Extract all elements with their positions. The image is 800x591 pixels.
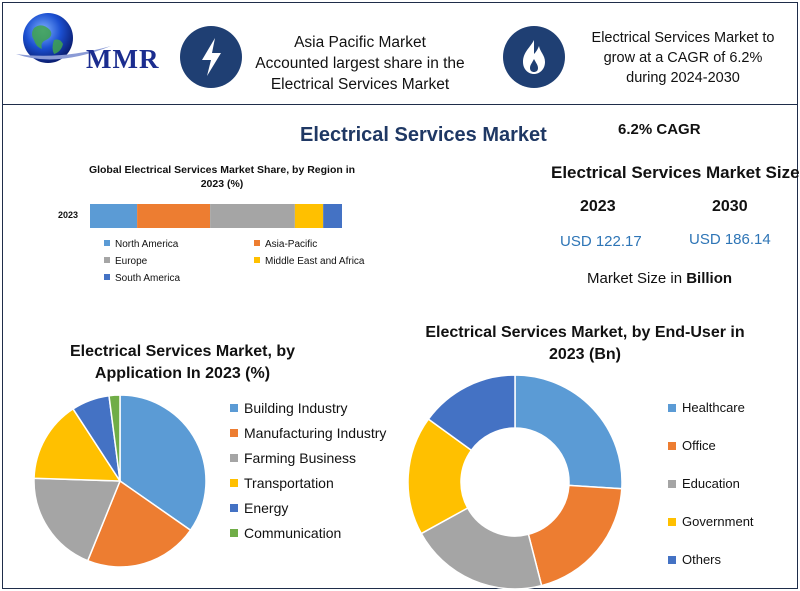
legend-swatch: [230, 454, 238, 463]
bar-segment-asia-pacific: [137, 204, 211, 228]
bar-segment-north-america: [90, 204, 138, 228]
slice-office: [527, 484, 623, 587]
highlight-cagr: Electrical Services Market to grow at a …: [573, 28, 793, 88]
mmr-logo: MMR: [12, 10, 162, 74]
slice-farming-business: [33, 477, 122, 562]
highlight-line: Asia Pacific Market: [294, 34, 426, 51]
unit-prefix: Market Size in: [587, 270, 687, 287]
year-start: 2023: [580, 198, 616, 215]
legend-swatch: [668, 441, 676, 450]
legend-item-others: Others: [668, 552, 721, 567]
legend-swatch: [104, 257, 110, 264]
bar-segment-middle-east-and-africa: [294, 204, 324, 228]
market-size-unit: Market Size in Billion: [587, 270, 732, 287]
legend-item-healthcare: Healthcare: [668, 400, 745, 415]
slice-healthcare: [514, 374, 623, 490]
bar-chart-title: Global Electrical Services Market Share,…: [88, 164, 356, 190]
legend-swatch: [668, 517, 676, 526]
highlight-line: Electrical Services Market to: [591, 30, 775, 46]
legend-item-energy: Energy: [230, 500, 288, 516]
donut-chart-title: Electrical Services Market, by End-User …: [425, 324, 745, 363]
slice-government: [407, 418, 473, 535]
header-divider: [2, 104, 798, 105]
value-end: USD 186.14: [689, 231, 771, 248]
legend-item-farming-business: Farming Business: [230, 450, 356, 466]
legend-item-middle-east-and-africa: Middle East and Africa: [254, 256, 365, 267]
legend-item-asia-pacific: Asia-Pacific: [254, 239, 317, 250]
legend-swatch: [230, 529, 238, 538]
pie-chart-title: Electrical Services Market, by Applicati…: [69, 343, 296, 382]
slice-transportation: [33, 407, 122, 482]
legend-label: Office: [682, 438, 716, 453]
highlight-line: during 2024-2030: [626, 70, 740, 86]
highlight-asia-pacific: Asia Pacific Market Accounted largest sh…: [245, 32, 475, 95]
legend-swatch: [668, 479, 676, 488]
legend-label: Energy: [244, 500, 289, 516]
legend-label: Building Industry: [244, 400, 348, 416]
year-end: 2030: [712, 198, 748, 215]
slice-communication: [108, 394, 121, 482]
legend-swatch: [230, 479, 238, 488]
main-title: Electrical Services Market: [300, 124, 547, 146]
legend-label: Asia-Pacific: [265, 239, 318, 250]
legend-label: South America: [115, 273, 181, 284]
legend-item-government: Government: [668, 514, 754, 529]
end-user-donut-chart: [407, 374, 623, 590]
legend-label: Middle East and Africa: [265, 256, 365, 267]
logo-text: MMR: [86, 44, 160, 74]
legend-swatch: [104, 240, 110, 247]
application-pie-chart: [33, 394, 207, 568]
legend-swatch: [254, 257, 260, 264]
legend-swatch: [254, 240, 260, 247]
legend-label: Government: [682, 514, 754, 529]
legend-item-communication: Communication: [230, 525, 341, 541]
legend-label: Manufacturing Industry: [244, 425, 387, 441]
slice-manufacturing-industry: [86, 479, 192, 568]
legend-label: Farming Business: [244, 450, 357, 466]
market-size-title: Electrical Services Market Size: [551, 163, 800, 182]
legend-item-south-america: South America: [104, 273, 180, 284]
legend-label: Transportation: [244, 475, 334, 491]
value-start: USD 122.17: [560, 233, 642, 250]
legend-item-building-industry: Building Industry: [230, 400, 348, 416]
legend-label: Others: [682, 552, 722, 567]
stacked-bar-chart: [90, 204, 342, 228]
bar-segment-south-america: [323, 204, 342, 228]
bar-category-label: 2023: [58, 210, 79, 220]
bar-segment-europe: [210, 204, 295, 228]
legend-item-office: Office: [668, 438, 716, 453]
legend-label: Education: [682, 476, 740, 491]
legend-swatch: [668, 403, 676, 412]
globe-icon: [16, 13, 111, 63]
legend-label: Europe: [115, 256, 148, 267]
slice-building-industry: [119, 394, 207, 532]
legend-item-europe: Europe: [104, 256, 147, 267]
legend-label: North America: [115, 239, 179, 250]
legend-label: Communication: [244, 525, 342, 541]
cagr-label: 6.2% CAGR: [618, 121, 701, 138]
legend-label: Healthcare: [682, 400, 745, 415]
legend-swatch: [230, 429, 238, 438]
lightning-bolt-icon: [180, 26, 242, 88]
flame-icon: [503, 26, 565, 88]
highlight-line: grow at a CAGR of 6.2%: [603, 50, 763, 66]
slice-education: [420, 506, 543, 590]
legend-item-north-america: North America: [104, 239, 178, 250]
slice-others: [427, 374, 516, 452]
legend-swatch: [230, 504, 238, 513]
highlight-line: Electrical Services Market: [270, 76, 450, 93]
legend-swatch: [104, 274, 110, 281]
legend-swatch: [668, 555, 676, 564]
legend-item-education: Education: [668, 476, 740, 491]
highlight-line: Accounted largest share in the: [255, 55, 465, 72]
legend-item-transportation: Transportation: [230, 475, 334, 491]
legend-item-manufacturing-industry: Manufacturing Industry: [230, 425, 386, 441]
legend-swatch: [230, 404, 238, 413]
unit-bold: Billion: [686, 270, 733, 287]
